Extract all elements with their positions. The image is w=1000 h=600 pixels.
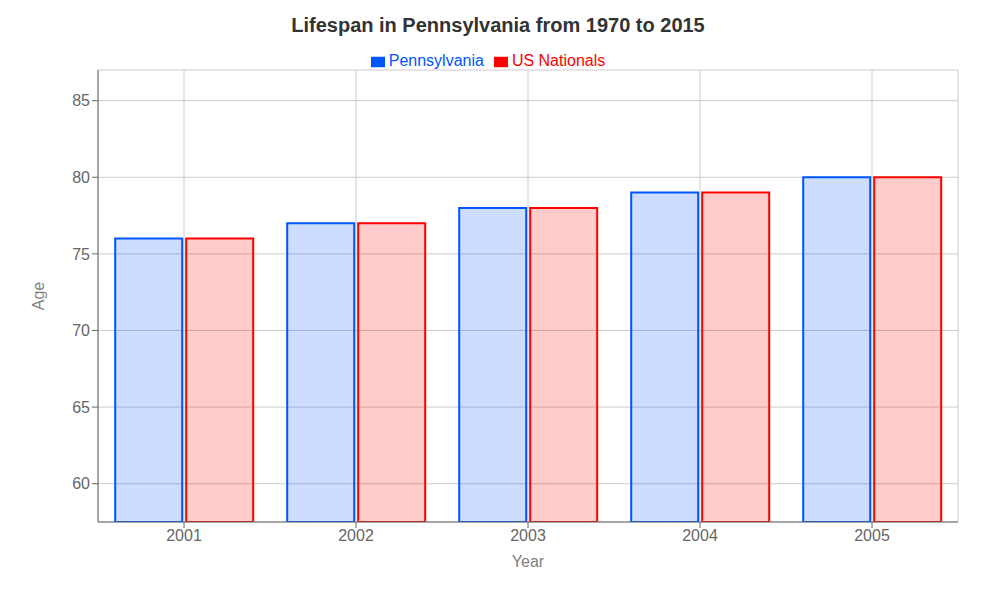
html-text:Lifespan in Pennsylvania from: Lifespan in Pennsylvania from 1970 to 20…	[291, 14, 705, 36]
svg-text:2003: 2003	[510, 527, 546, 544]
svg-text:70: 70	[72, 322, 90, 339]
svg-text:2002: 2002	[338, 527, 374, 544]
svg-text:85: 85	[72, 92, 90, 109]
html-text:US Nationals: US Nationals	[511, 52, 606, 69]
svg-text:Age: Age	[30, 282, 47, 311]
svg-text:60: 60	[72, 475, 90, 492]
svg-text:75: 75	[72, 246, 90, 263]
svg-text:80: 80	[72, 169, 90, 186]
html-text:Pennsylvania: Pennsylvania	[388, 52, 484, 69]
svg-text:2004: 2004	[682, 527, 718, 544]
svg-text:Year: Year	[512, 553, 545, 570]
svg-text:2001: 2001	[166, 527, 202, 544]
svg-text:65: 65	[72, 399, 90, 416]
svg-text:2005: 2005	[854, 527, 890, 544]
